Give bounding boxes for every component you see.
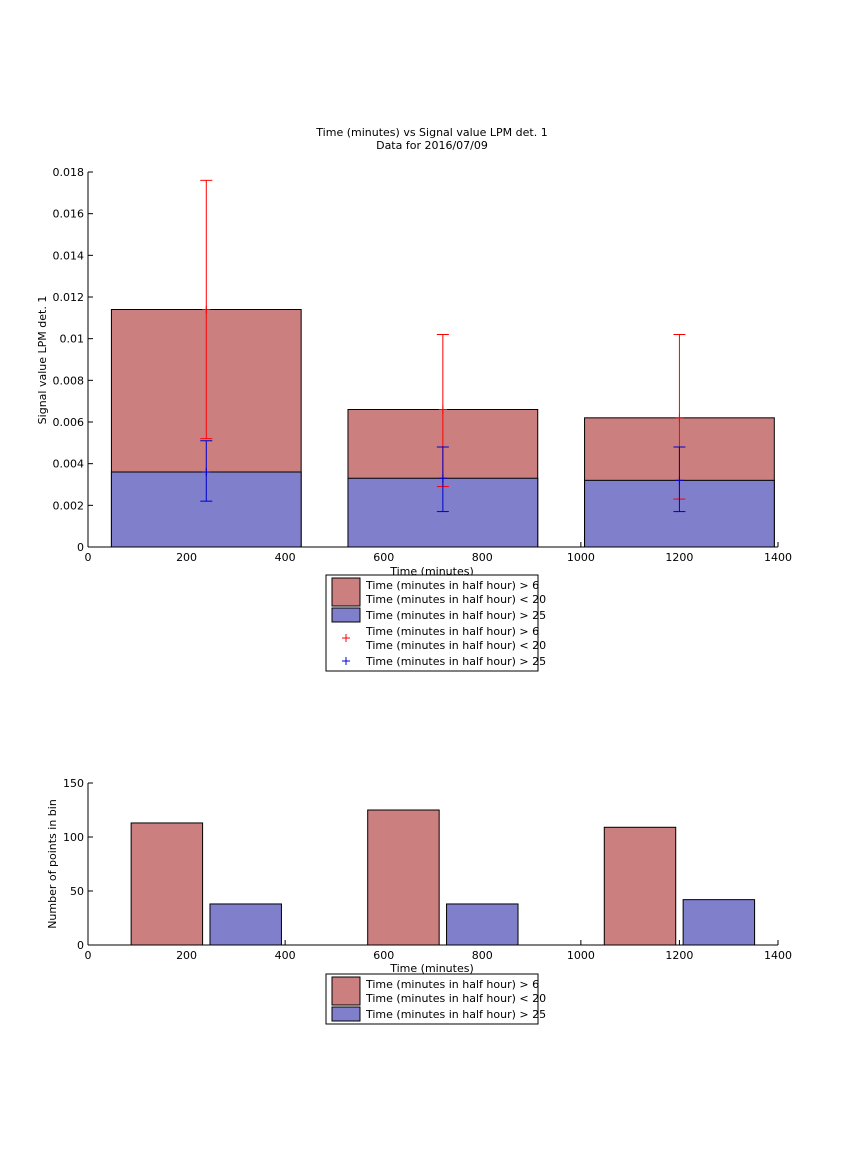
bar — [367, 809, 440, 946]
legend-patch — [331, 1006, 361, 1022]
x-tick-label: 1000 — [567, 949, 595, 962]
x-tick-label: 1400 — [764, 949, 792, 962]
x-tick-label: 0 — [85, 551, 92, 564]
count-chart: 0 200 400 600 800 1000 1200 1400 0 50 100 150 Numbe… — [46, 777, 792, 1025]
bar — [446, 903, 519, 946]
x-tick-label: 200 — [176, 551, 197, 564]
chart-title: Time (minutes) vs Signal value LPM det. … — [315, 126, 547, 139]
y-tick-label: 0 — [77, 541, 84, 554]
legend-box — [325, 574, 539, 672]
x-tick-label: 1200 — [665, 949, 693, 962]
bar — [130, 822, 204, 946]
legend-label: Time (minutes in half hour) > 25 — [365, 1008, 546, 1021]
x-tick-label: 400 — [275, 949, 296, 962]
y-axis-label: Number of points in bin — [46, 799, 59, 929]
y-tick-label: 0.016 — [53, 208, 85, 221]
x-tick-label: 400 — [275, 551, 296, 564]
x-tick-label: 800 — [472, 949, 493, 962]
y-tick-label: 0.004 — [53, 458, 85, 471]
legend-patch — [331, 577, 361, 607]
y-tick-label: 0 — [77, 939, 84, 952]
x-tick-label: 1400 — [764, 551, 792, 564]
x-tick-label: 600 — [373, 551, 394, 564]
x-tick-label: 0 — [85, 949, 92, 962]
signal-chart: Time (minutes) vs Signal value LPM det. … — [36, 126, 793, 672]
legend-label: Time (minutes in half hour) > 6 — [365, 978, 539, 991]
y-tick-label: 150 — [63, 777, 84, 790]
y-tick-label: 50 — [70, 885, 84, 898]
x-tick-label: 1200 — [665, 551, 693, 564]
plot-area: 0 200 400 600 800 1000 1200 1400 0 50 100 150 — [63, 777, 792, 962]
chart-subtitle: Data for 2016/07/09 — [376, 139, 488, 152]
y-tick-label: 0.008 — [53, 374, 85, 387]
legend-label: Time (minutes in half hour) < 20 — [365, 593, 546, 606]
bar — [682, 899, 756, 946]
bar — [603, 826, 677, 946]
y-tick-label: 100 — [63, 831, 84, 844]
legend-box — [325, 973, 539, 1025]
y-tick-label: 0.014 — [53, 249, 85, 262]
legend-label: Time (minutes in half hour) > 6 — [365, 625, 539, 638]
x-tick-label: 1000 — [567, 551, 595, 564]
legend-label: Time (minutes in half hour) < 20 — [365, 992, 546, 1005]
legend-label: Time (minutes in half hour) > 25 — [365, 655, 546, 668]
x-tick-label: 800 — [472, 551, 493, 564]
legend-label: Time (minutes in half hour) > 25 — [365, 609, 546, 622]
bar — [110, 471, 302, 548]
plot-area: 0 200 400 600 800 1000 1200 1400 0 0.002 0.004 0.00… — [53, 166, 793, 564]
y-tick-label: 0.002 — [53, 499, 85, 512]
y-tick-label: 0.018 — [53, 166, 85, 179]
legend-label: Time (minutes in half hour) > 6 — [365, 579, 539, 592]
y-tick-label: 0.01 — [60, 333, 85, 346]
y-tick-label: 0.006 — [53, 416, 85, 429]
x-tick-label: 600 — [373, 949, 394, 962]
legend-patch — [331, 607, 361, 623]
x-axis-label: Time (minutes) — [389, 962, 474, 975]
y-axis-label: Signal value LPM det. 1 — [36, 296, 49, 425]
legend-label: Time (minutes in half hour) < 20 — [365, 639, 546, 652]
legend-patch — [331, 976, 361, 1006]
x-tick-label: 200 — [176, 949, 197, 962]
bar — [209, 903, 282, 946]
y-tick-label: 0.012 — [53, 291, 85, 304]
